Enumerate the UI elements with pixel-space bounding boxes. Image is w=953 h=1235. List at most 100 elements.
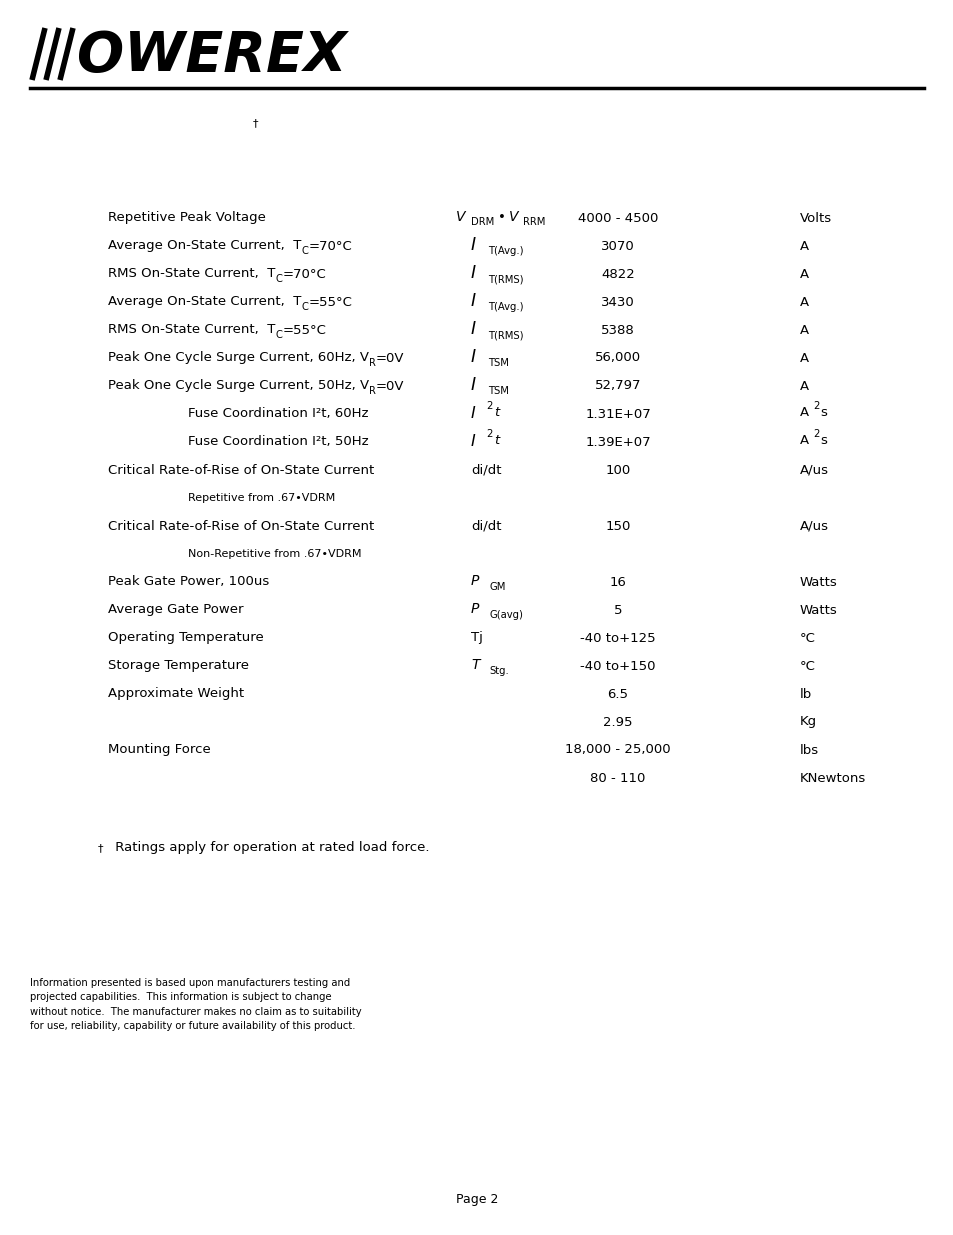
Text: G(avg): G(avg) bbox=[490, 610, 523, 620]
Text: Kg: Kg bbox=[800, 715, 817, 729]
Text: Average On-State Current,  T: Average On-State Current, T bbox=[108, 240, 301, 252]
Text: C: C bbox=[275, 274, 282, 284]
Text: 2: 2 bbox=[485, 429, 492, 438]
Text: Watts: Watts bbox=[800, 576, 837, 589]
Text: 3070: 3070 bbox=[600, 240, 634, 252]
Text: C: C bbox=[301, 303, 308, 312]
Text: T(Avg.): T(Avg.) bbox=[488, 246, 523, 256]
Text: Fuse Coordination I²t, 60Hz: Fuse Coordination I²t, 60Hz bbox=[188, 408, 368, 420]
Text: t: t bbox=[494, 406, 498, 420]
Text: C: C bbox=[275, 330, 282, 340]
Text: °C: °C bbox=[800, 659, 815, 673]
Text: lbs: lbs bbox=[800, 743, 819, 757]
Text: V: V bbox=[456, 210, 465, 224]
Text: C: C bbox=[301, 303, 308, 312]
Text: 4822: 4822 bbox=[600, 268, 634, 280]
Text: I: I bbox=[471, 320, 476, 338]
Text: P: P bbox=[471, 601, 478, 616]
Text: s: s bbox=[820, 406, 826, 420]
Text: I: I bbox=[471, 291, 476, 310]
Text: Storage Temperature: Storage Temperature bbox=[108, 659, 249, 673]
Text: GM: GM bbox=[490, 582, 506, 592]
Text: T(RMS): T(RMS) bbox=[488, 330, 523, 340]
Text: DRM: DRM bbox=[471, 217, 494, 227]
Text: T: T bbox=[471, 658, 479, 672]
Text: †: † bbox=[252, 119, 257, 128]
Text: TSM: TSM bbox=[488, 387, 508, 396]
Text: Mounting Force: Mounting Force bbox=[108, 743, 211, 757]
Text: =70°C: =70°C bbox=[308, 240, 352, 252]
Text: Repetitive Peak Voltage: Repetitive Peak Voltage bbox=[108, 211, 266, 225]
Text: =70°C: =70°C bbox=[282, 268, 326, 280]
Text: 56,000: 56,000 bbox=[595, 352, 640, 364]
Text: TSM: TSM bbox=[488, 358, 508, 368]
Text: I: I bbox=[471, 348, 476, 366]
Text: KNewtons: KNewtons bbox=[800, 772, 865, 784]
Text: A: A bbox=[800, 435, 808, 447]
Text: T(Avg.): T(Avg.) bbox=[488, 303, 523, 312]
Text: A: A bbox=[800, 406, 808, 420]
Text: 1.39E+07: 1.39E+07 bbox=[584, 436, 650, 448]
Text: R: R bbox=[369, 358, 375, 368]
Text: Repetitive from .67•VDRM: Repetitive from .67•VDRM bbox=[188, 493, 335, 503]
Text: R: R bbox=[369, 387, 375, 396]
Text: RMS On-State Current,  T: RMS On-State Current, T bbox=[108, 324, 275, 336]
Text: Critical Rate-of-Rise of On-State Current: Critical Rate-of-Rise of On-State Curren… bbox=[108, 463, 374, 477]
Text: Page 2: Page 2 bbox=[456, 1193, 497, 1207]
Text: °C: °C bbox=[800, 631, 815, 645]
Text: 5388: 5388 bbox=[600, 324, 634, 336]
Text: I: I bbox=[471, 433, 476, 448]
Text: 6.5: 6.5 bbox=[607, 688, 628, 700]
Text: Non-Repetitive from .67•VDRM: Non-Repetitive from .67•VDRM bbox=[188, 550, 361, 559]
Text: 5: 5 bbox=[613, 604, 621, 616]
Text: V: V bbox=[509, 210, 518, 224]
Text: Peak One Cycle Surge Current, 50Hz, V: Peak One Cycle Surge Current, 50Hz, V bbox=[108, 379, 369, 393]
Text: C: C bbox=[275, 330, 282, 340]
Text: Ratings apply for operation at rated load force.: Ratings apply for operation at rated loa… bbox=[111, 841, 429, 855]
Text: Volts: Volts bbox=[800, 211, 831, 225]
Text: C: C bbox=[301, 246, 308, 256]
Text: -40 to+150: -40 to+150 bbox=[579, 659, 655, 673]
Text: I: I bbox=[471, 236, 476, 254]
Text: I: I bbox=[471, 375, 476, 394]
Text: A/us: A/us bbox=[800, 463, 828, 477]
Text: 16: 16 bbox=[609, 576, 626, 589]
Text: 150: 150 bbox=[604, 520, 630, 532]
Text: 1.31E+07: 1.31E+07 bbox=[584, 408, 650, 420]
Text: I: I bbox=[471, 264, 476, 282]
Text: C: C bbox=[301, 246, 308, 256]
Text: A: A bbox=[800, 379, 808, 393]
Text: =55°C: =55°C bbox=[282, 324, 326, 336]
Text: 80 - 110: 80 - 110 bbox=[590, 772, 645, 784]
Text: Approximate Weight: Approximate Weight bbox=[108, 688, 244, 700]
Text: A: A bbox=[800, 324, 808, 336]
Text: 100: 100 bbox=[605, 463, 630, 477]
Text: 2: 2 bbox=[812, 429, 819, 438]
Text: Watts: Watts bbox=[800, 604, 837, 616]
Text: RMS On-State Current,  T: RMS On-State Current, T bbox=[108, 268, 275, 280]
Text: 2: 2 bbox=[812, 401, 819, 411]
Text: OWEREX: OWEREX bbox=[77, 28, 346, 83]
Text: C: C bbox=[275, 274, 282, 284]
Text: s: s bbox=[820, 435, 826, 447]
Text: R: R bbox=[369, 387, 375, 396]
Text: T(RMS): T(RMS) bbox=[488, 274, 523, 284]
Text: A: A bbox=[800, 352, 808, 364]
Text: A: A bbox=[800, 295, 808, 309]
Text: =55°C: =55°C bbox=[308, 295, 352, 309]
Text: P: P bbox=[471, 574, 478, 588]
Text: Average On-State Current,  T: Average On-State Current, T bbox=[108, 295, 301, 309]
Text: di/dt: di/dt bbox=[471, 463, 501, 477]
Text: Tj: Tj bbox=[471, 631, 482, 645]
Text: R: R bbox=[369, 358, 375, 368]
Text: A: A bbox=[800, 240, 808, 252]
Text: I: I bbox=[471, 405, 476, 420]
Text: 2.95: 2.95 bbox=[602, 715, 632, 729]
Text: •: • bbox=[497, 210, 505, 224]
Text: Average Gate Power: Average Gate Power bbox=[108, 604, 243, 616]
Text: 52,797: 52,797 bbox=[594, 379, 640, 393]
Text: lb: lb bbox=[800, 688, 811, 700]
Text: 4000 - 4500: 4000 - 4500 bbox=[578, 211, 658, 225]
Text: Operating Temperature: Operating Temperature bbox=[108, 631, 263, 645]
Text: †: † bbox=[98, 844, 103, 853]
